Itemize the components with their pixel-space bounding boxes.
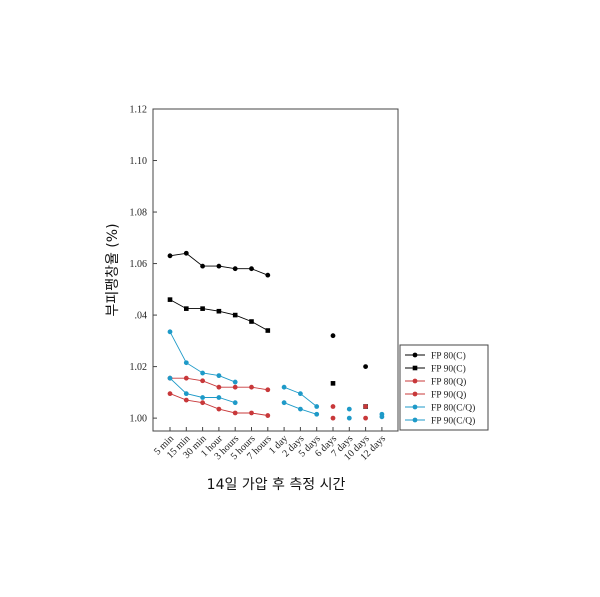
legend-label: FP 80(Q)	[431, 376, 466, 387]
data-point	[314, 412, 319, 417]
series-line	[284, 387, 317, 406]
data-point	[331, 416, 336, 421]
y-tick-label: 1.00	[130, 414, 148, 425]
data-point	[200, 378, 205, 383]
data-point	[363, 364, 368, 369]
data-point	[347, 416, 352, 421]
data-point	[200, 400, 205, 405]
data-point	[184, 306, 189, 311]
data-point	[217, 309, 222, 314]
series-5	[168, 376, 385, 421]
data-point	[363, 416, 368, 421]
data-point	[168, 329, 173, 334]
y-tick-label: 1.08	[130, 208, 148, 219]
data-point	[347, 407, 352, 412]
data-point	[168, 376, 173, 381]
data-point	[249, 319, 254, 324]
legend-marker	[413, 405, 418, 410]
legend-label: FP 80(C/Q)	[431, 402, 475, 413]
data-point	[233, 313, 238, 318]
legend-marker	[413, 353, 418, 358]
data-point	[217, 395, 222, 400]
data-point	[249, 266, 254, 271]
series-3	[168, 391, 368, 420]
x-axis-label: 14일 가압 후 측정 시간	[207, 477, 346, 493]
data-point	[282, 400, 287, 405]
legend-label: FP 90(Q)	[431, 389, 466, 400]
data-point	[314, 404, 319, 409]
data-point	[233, 411, 238, 416]
legend-label: FP 90(C/Q)	[431, 415, 475, 426]
data-point	[200, 395, 205, 400]
data-point	[184, 251, 189, 256]
legend-marker	[413, 366, 418, 371]
series-0	[168, 251, 368, 369]
data-point	[331, 333, 336, 338]
data-point	[331, 404, 336, 409]
data-point	[200, 264, 205, 269]
legend-label: FP 80(C)	[431, 350, 466, 361]
y-tick-label: 1.10	[130, 156, 148, 167]
data-point	[200, 371, 205, 376]
data-point	[298, 391, 303, 396]
data-point	[233, 385, 238, 390]
data-point	[168, 391, 173, 396]
data-point	[266, 328, 271, 333]
data-point	[233, 400, 238, 405]
data-point	[265, 387, 270, 392]
data-point	[265, 413, 270, 418]
plot-frame	[153, 109, 398, 431]
data-point	[380, 414, 385, 419]
data-point	[298, 407, 303, 412]
y-tick-label: 1.02	[130, 362, 148, 373]
legend-label: FP 90(C)	[431, 363, 466, 374]
legend-marker	[413, 392, 418, 397]
data-point	[249, 385, 254, 390]
legend-marker	[413, 418, 418, 423]
legend-marker	[413, 379, 418, 384]
series-4	[168, 329, 385, 416]
y-tick-label: .04	[135, 311, 148, 322]
data-point	[168, 253, 173, 258]
data-point	[168, 297, 173, 302]
data-point	[233, 380, 238, 385]
plot-area: 1.001.02.041.061.081.101.125 min15 min30…	[130, 105, 399, 463]
data-point	[217, 385, 222, 390]
data-point	[217, 264, 222, 269]
data-point	[184, 398, 189, 403]
legend: FP 80(C) FP 90(C) FP 80(Q) FP 90(Q) FP 80(C/…	[400, 345, 488, 430]
data-point	[265, 273, 270, 278]
y-tick-label: 1.12	[130, 105, 148, 116]
data-point	[217, 373, 222, 378]
y-axis-label: 부피팽창율 (%)	[105, 223, 121, 316]
data-point	[233, 266, 238, 271]
data-point	[363, 404, 368, 409]
series-line	[170, 300, 268, 331]
y-tick-label: 1.06	[130, 259, 148, 270]
series-2	[168, 376, 368, 409]
data-point	[331, 381, 336, 386]
data-point	[217, 407, 222, 412]
data-point	[249, 411, 254, 416]
data-point	[184, 376, 189, 381]
data-point	[184, 391, 189, 396]
data-point	[282, 385, 287, 390]
data-point	[200, 306, 205, 311]
data-point	[184, 360, 189, 365]
